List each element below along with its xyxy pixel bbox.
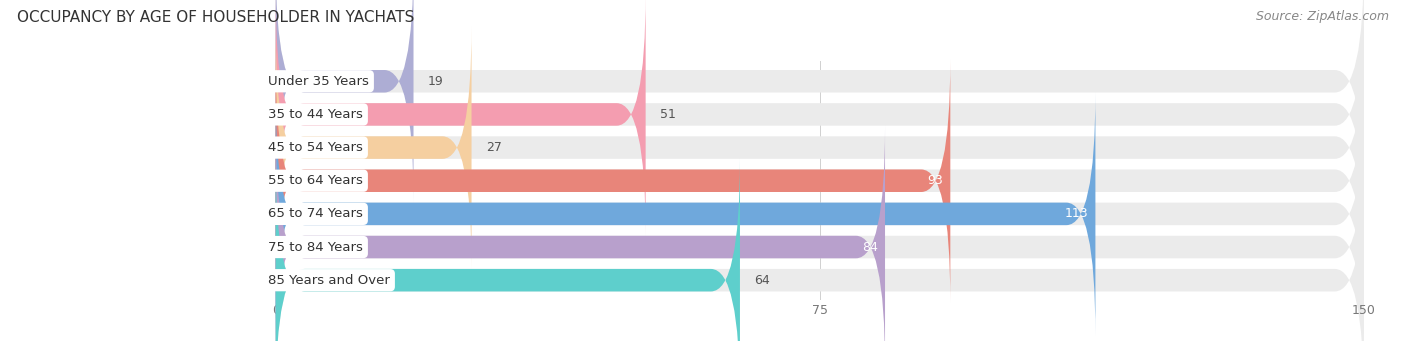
Text: 113: 113 [1064,207,1088,220]
FancyBboxPatch shape [276,59,950,302]
FancyBboxPatch shape [276,59,1364,302]
FancyBboxPatch shape [276,26,1364,269]
FancyBboxPatch shape [276,159,1364,341]
Text: 55 to 64 Years: 55 to 64 Years [269,174,363,187]
Text: 51: 51 [661,108,676,121]
Text: 93: 93 [928,174,943,187]
Text: 85 Years and Over: 85 Years and Over [269,274,391,287]
Text: 64: 64 [755,274,770,287]
FancyBboxPatch shape [276,0,645,236]
Text: 75 to 84 Years: 75 to 84 Years [269,240,363,254]
Text: Source: ZipAtlas.com: Source: ZipAtlas.com [1256,10,1389,23]
Text: 19: 19 [427,75,444,88]
Text: 84: 84 [862,240,877,254]
FancyBboxPatch shape [276,126,884,341]
Text: 45 to 54 Years: 45 to 54 Years [269,141,363,154]
Text: 35 to 44 Years: 35 to 44 Years [269,108,363,121]
Text: 65 to 74 Years: 65 to 74 Years [269,207,363,220]
Text: OCCUPANCY BY AGE OF HOUSEHOLDER IN YACHATS: OCCUPANCY BY AGE OF HOUSEHOLDER IN YACHA… [17,10,415,25]
FancyBboxPatch shape [276,0,1364,203]
FancyBboxPatch shape [276,92,1364,335]
FancyBboxPatch shape [276,92,1095,335]
Text: 27: 27 [486,141,502,154]
FancyBboxPatch shape [276,159,740,341]
FancyBboxPatch shape [276,126,1364,341]
Text: Under 35 Years: Under 35 Years [269,75,370,88]
FancyBboxPatch shape [276,0,1364,236]
FancyBboxPatch shape [276,0,413,203]
FancyBboxPatch shape [276,26,471,269]
